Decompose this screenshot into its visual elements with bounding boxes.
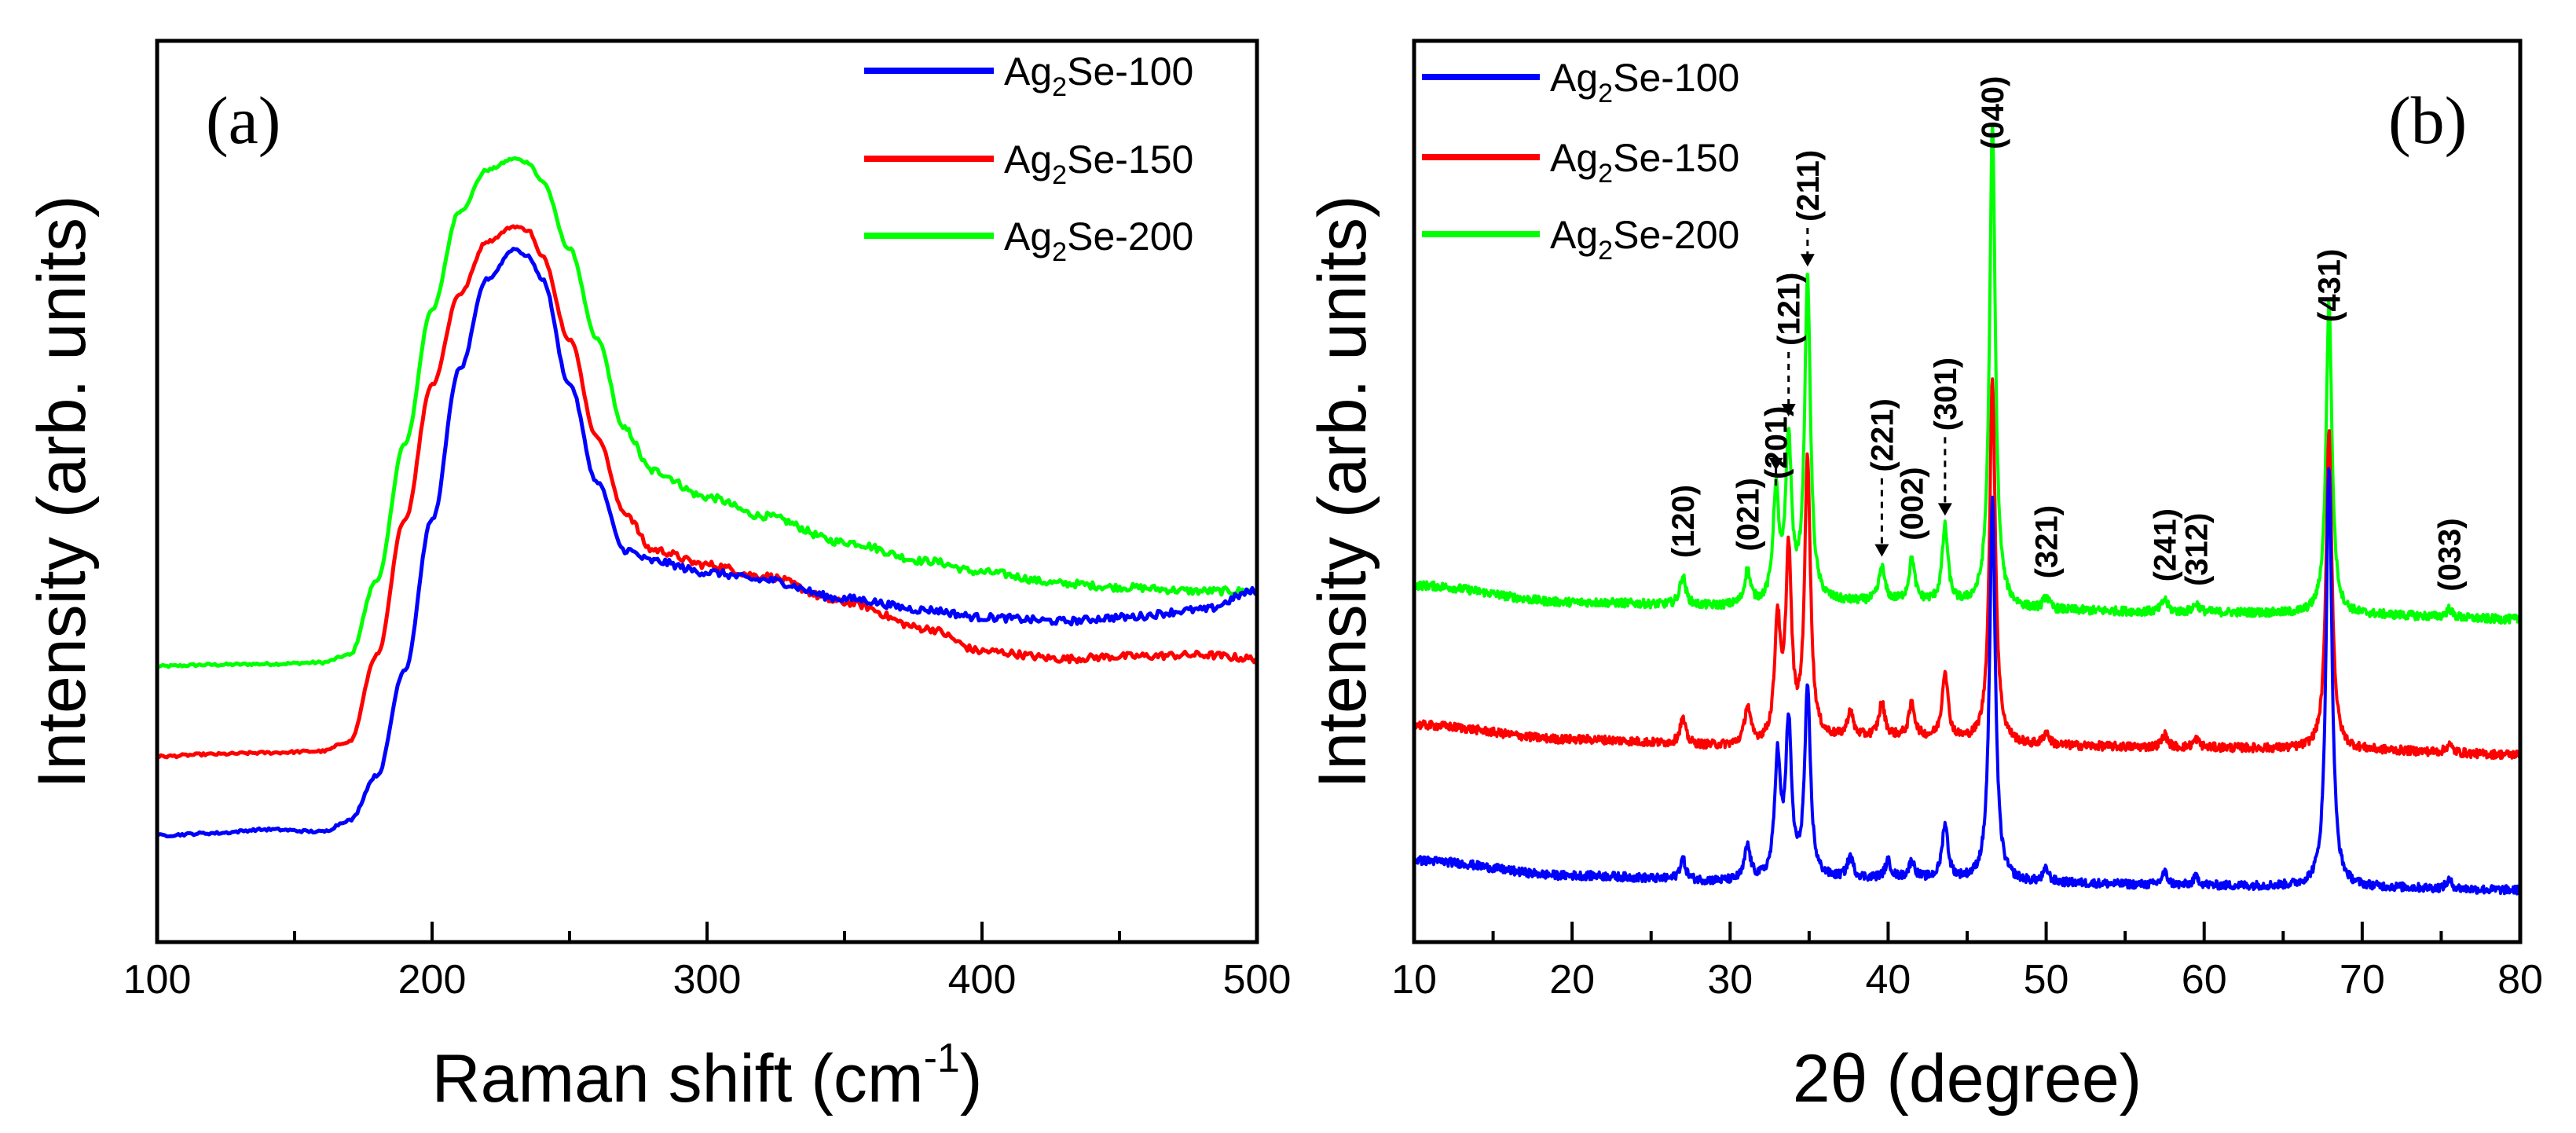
panel-b-x-tick-label: 30	[1707, 957, 1753, 1003]
panel-a-ylabel: Intensity (arb. units)	[24, 195, 100, 788]
panel-a-xticks: 100 200 300 400 500	[123, 922, 1292, 1003]
panel-b-x-tick-label: 10	[1391, 957, 1437, 1003]
peak-arrow-head	[1874, 544, 1889, 557]
peak-label: (040)	[1976, 76, 2010, 149]
peak-label: (021)	[1731, 478, 1765, 551]
panel-b-x-tick-label: 80	[2497, 957, 2543, 1003]
panel-a-series-Ag2Se-100	[156, 247, 1258, 838]
peak-label: (121)	[1772, 273, 1807, 346]
panel-b-series-Ag2Se-200	[1413, 123, 2521, 625]
legend-b-entry-3: Ag2Se-200	[1550, 213, 1739, 266]
panel-a-x-tick-label: 400	[948, 957, 1017, 1003]
panel-b-series-group	[1413, 123, 2522, 896]
panel-a-xlabel: Raman shift (cm-1)	[432, 1036, 983, 1116]
peak-arrow-head	[1768, 457, 1783, 471]
panel-b-series-Ag2Se-150	[1413, 377, 2522, 761]
peak-label: (033)	[2432, 518, 2467, 591]
peak-label: (431)	[2313, 249, 2347, 322]
panel-a-x-tick-label: 300	[673, 957, 742, 1003]
panel-b-x-tick-label: 20	[1549, 957, 1595, 1003]
panel-b-series-Ag2Se-100	[1413, 467, 2522, 896]
panel-b-xticks: 10 20 30 40 50 60 70 80	[1391, 922, 2543, 1003]
panel-b-legend: Ag2Se-100 Ag2Se-150 Ag2Se-200	[1422, 56, 1739, 266]
legend-a-entry-1: Ag2Se-100	[1004, 50, 1193, 102]
panel-a-raman: 100 200 300 400 500 (a) Ag2Se-100 Ag2Se-150 …	[24, 38, 1292, 1116]
peak-label: (301)	[1929, 358, 1963, 431]
legend-b-entry-1: Ag2Se-100	[1550, 56, 1739, 108]
panel-a-label: (a)	[206, 82, 280, 158]
panel-b-xrd: (120) (021)(201) (121) (211) (221)(002) (301)…	[1305, 38, 2543, 1116]
legend-a-entry-3: Ag2Se-200	[1004, 214, 1193, 267]
panel-b-x-tick-label: 70	[2340, 957, 2385, 1003]
panel-a-x-tick-label: 500	[1223, 957, 1292, 1003]
panel-a-x-tick-label: 200	[398, 957, 467, 1003]
panel-b-xlabel: 2θ (degree)	[1793, 1041, 2142, 1116]
peak-arrow-head	[1800, 254, 1815, 267]
peak-label: (221)	[1865, 398, 1900, 471]
peak-label: (002)	[1896, 467, 1930, 540]
panel-b-x-tick-label: 50	[2024, 957, 2069, 1003]
peak-label: (241)	[2148, 508, 2182, 581]
panel-b-peak-annotations: (120) (021)(201) (121) (211) (221)(002) (301)…	[1666, 76, 2468, 592]
peak-label: (120)	[1666, 485, 1701, 558]
peak-label: (201)	[1760, 406, 1794, 479]
peak-arrow-head	[1937, 503, 1952, 516]
peak-label: (312)	[2180, 513, 2215, 586]
panel-b-x-tick-label: 60	[2182, 957, 2227, 1003]
peak-label: (211)	[1791, 150, 1826, 222]
panel-a-series-Ag2Se-150	[157, 224, 1259, 760]
panel-b-x-tick-label: 40	[1866, 957, 1911, 1003]
panel-a-x-tick-label: 100	[123, 957, 192, 1003]
peak-arrow-head	[1781, 403, 1796, 416]
panel-a-series-group	[156, 156, 1259, 838]
legend-a-entry-2: Ag2Se-150	[1004, 138, 1193, 190]
panel-a-legend: Ag2Se-100 Ag2Se-150 Ag2Se-200	[864, 50, 1193, 267]
legend-b-entry-2: Ag2Se-150	[1550, 136, 1739, 189]
peak-label: (321)	[2030, 505, 2065, 578]
panel-b-label: (b)	[2388, 82, 2467, 158]
panel-a-series-Ag2Se-200	[156, 156, 1257, 669]
panel-b-ylabel: Intensity (arb. units)	[1305, 195, 1380, 788]
